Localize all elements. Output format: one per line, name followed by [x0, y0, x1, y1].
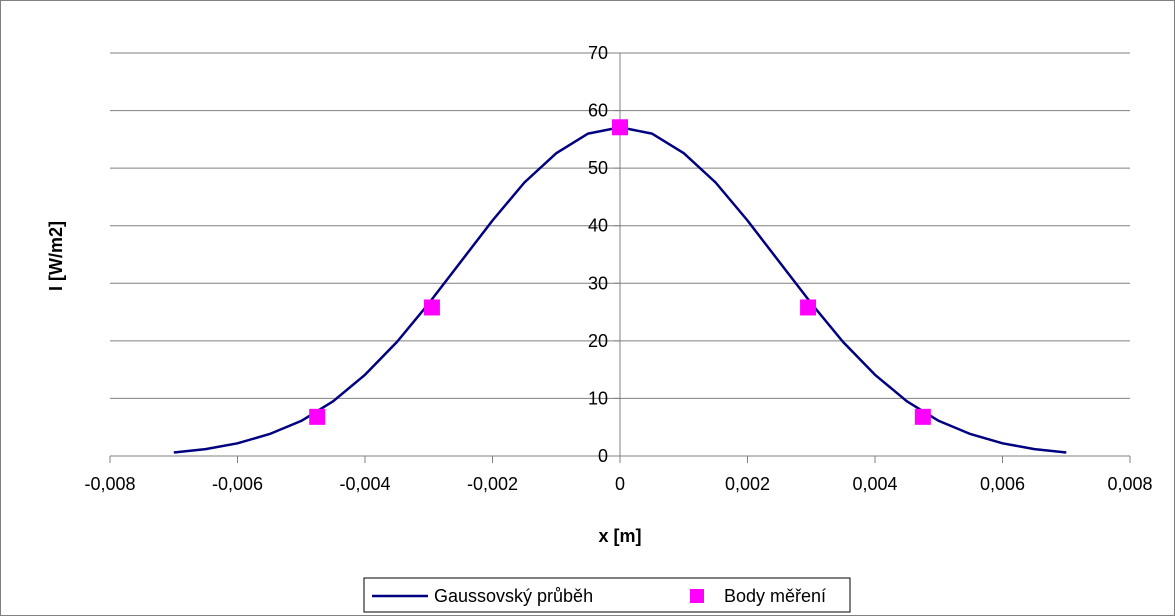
legend-label-measurements: Body měření: [724, 586, 826, 606]
measurement-point: [423, 299, 440, 316]
y-tick-label: 60: [588, 101, 608, 121]
legend-box: [363, 577, 851, 613]
y-axis-title: I [W/m2]: [46, 221, 66, 291]
y-tick-label: 50: [588, 158, 608, 178]
y-tick-label: 10: [588, 388, 608, 408]
y-tick-label: 40: [588, 216, 608, 236]
x-axis-title: x [m]: [598, 526, 641, 546]
axes: [109, 52, 1131, 463]
legend: Gaussovský průběh Body měření: [363, 577, 851, 613]
y-tick-label: 0: [598, 446, 608, 466]
x-tick-label: 0,006: [980, 474, 1025, 494]
y-tick-label: 30: [588, 273, 608, 293]
x-tick-label: -0,002: [467, 474, 518, 494]
measurement-point: [612, 119, 628, 136]
y-tick-label: 70: [588, 43, 608, 63]
measurement-point: [914, 408, 931, 425]
series-layer: [173, 119, 1067, 454]
x-tick-label: 0,008: [1107, 474, 1152, 494]
x-tick-label: 0: [615, 474, 625, 494]
x-tick-label: -0,004: [339, 474, 390, 494]
legend-label-gaussian: Gaussovský průběh: [434, 586, 593, 606]
x-tick-label: 0,002: [725, 474, 770, 494]
legend-marker-swatch: [690, 589, 704, 603]
x-tick-label: -0,008: [84, 474, 135, 494]
x-tick-label: 0,004: [852, 474, 897, 494]
measurement-point: [309, 408, 326, 425]
measurement-point: [800, 299, 817, 316]
tick-labels: -0,008 -0,006 -0,004 -0,002 0 0,002 0,004 0,006…: [84, 43, 1152, 494]
y-tick-label: 20: [588, 331, 608, 351]
x-tick-label: -0,006: [212, 474, 263, 494]
